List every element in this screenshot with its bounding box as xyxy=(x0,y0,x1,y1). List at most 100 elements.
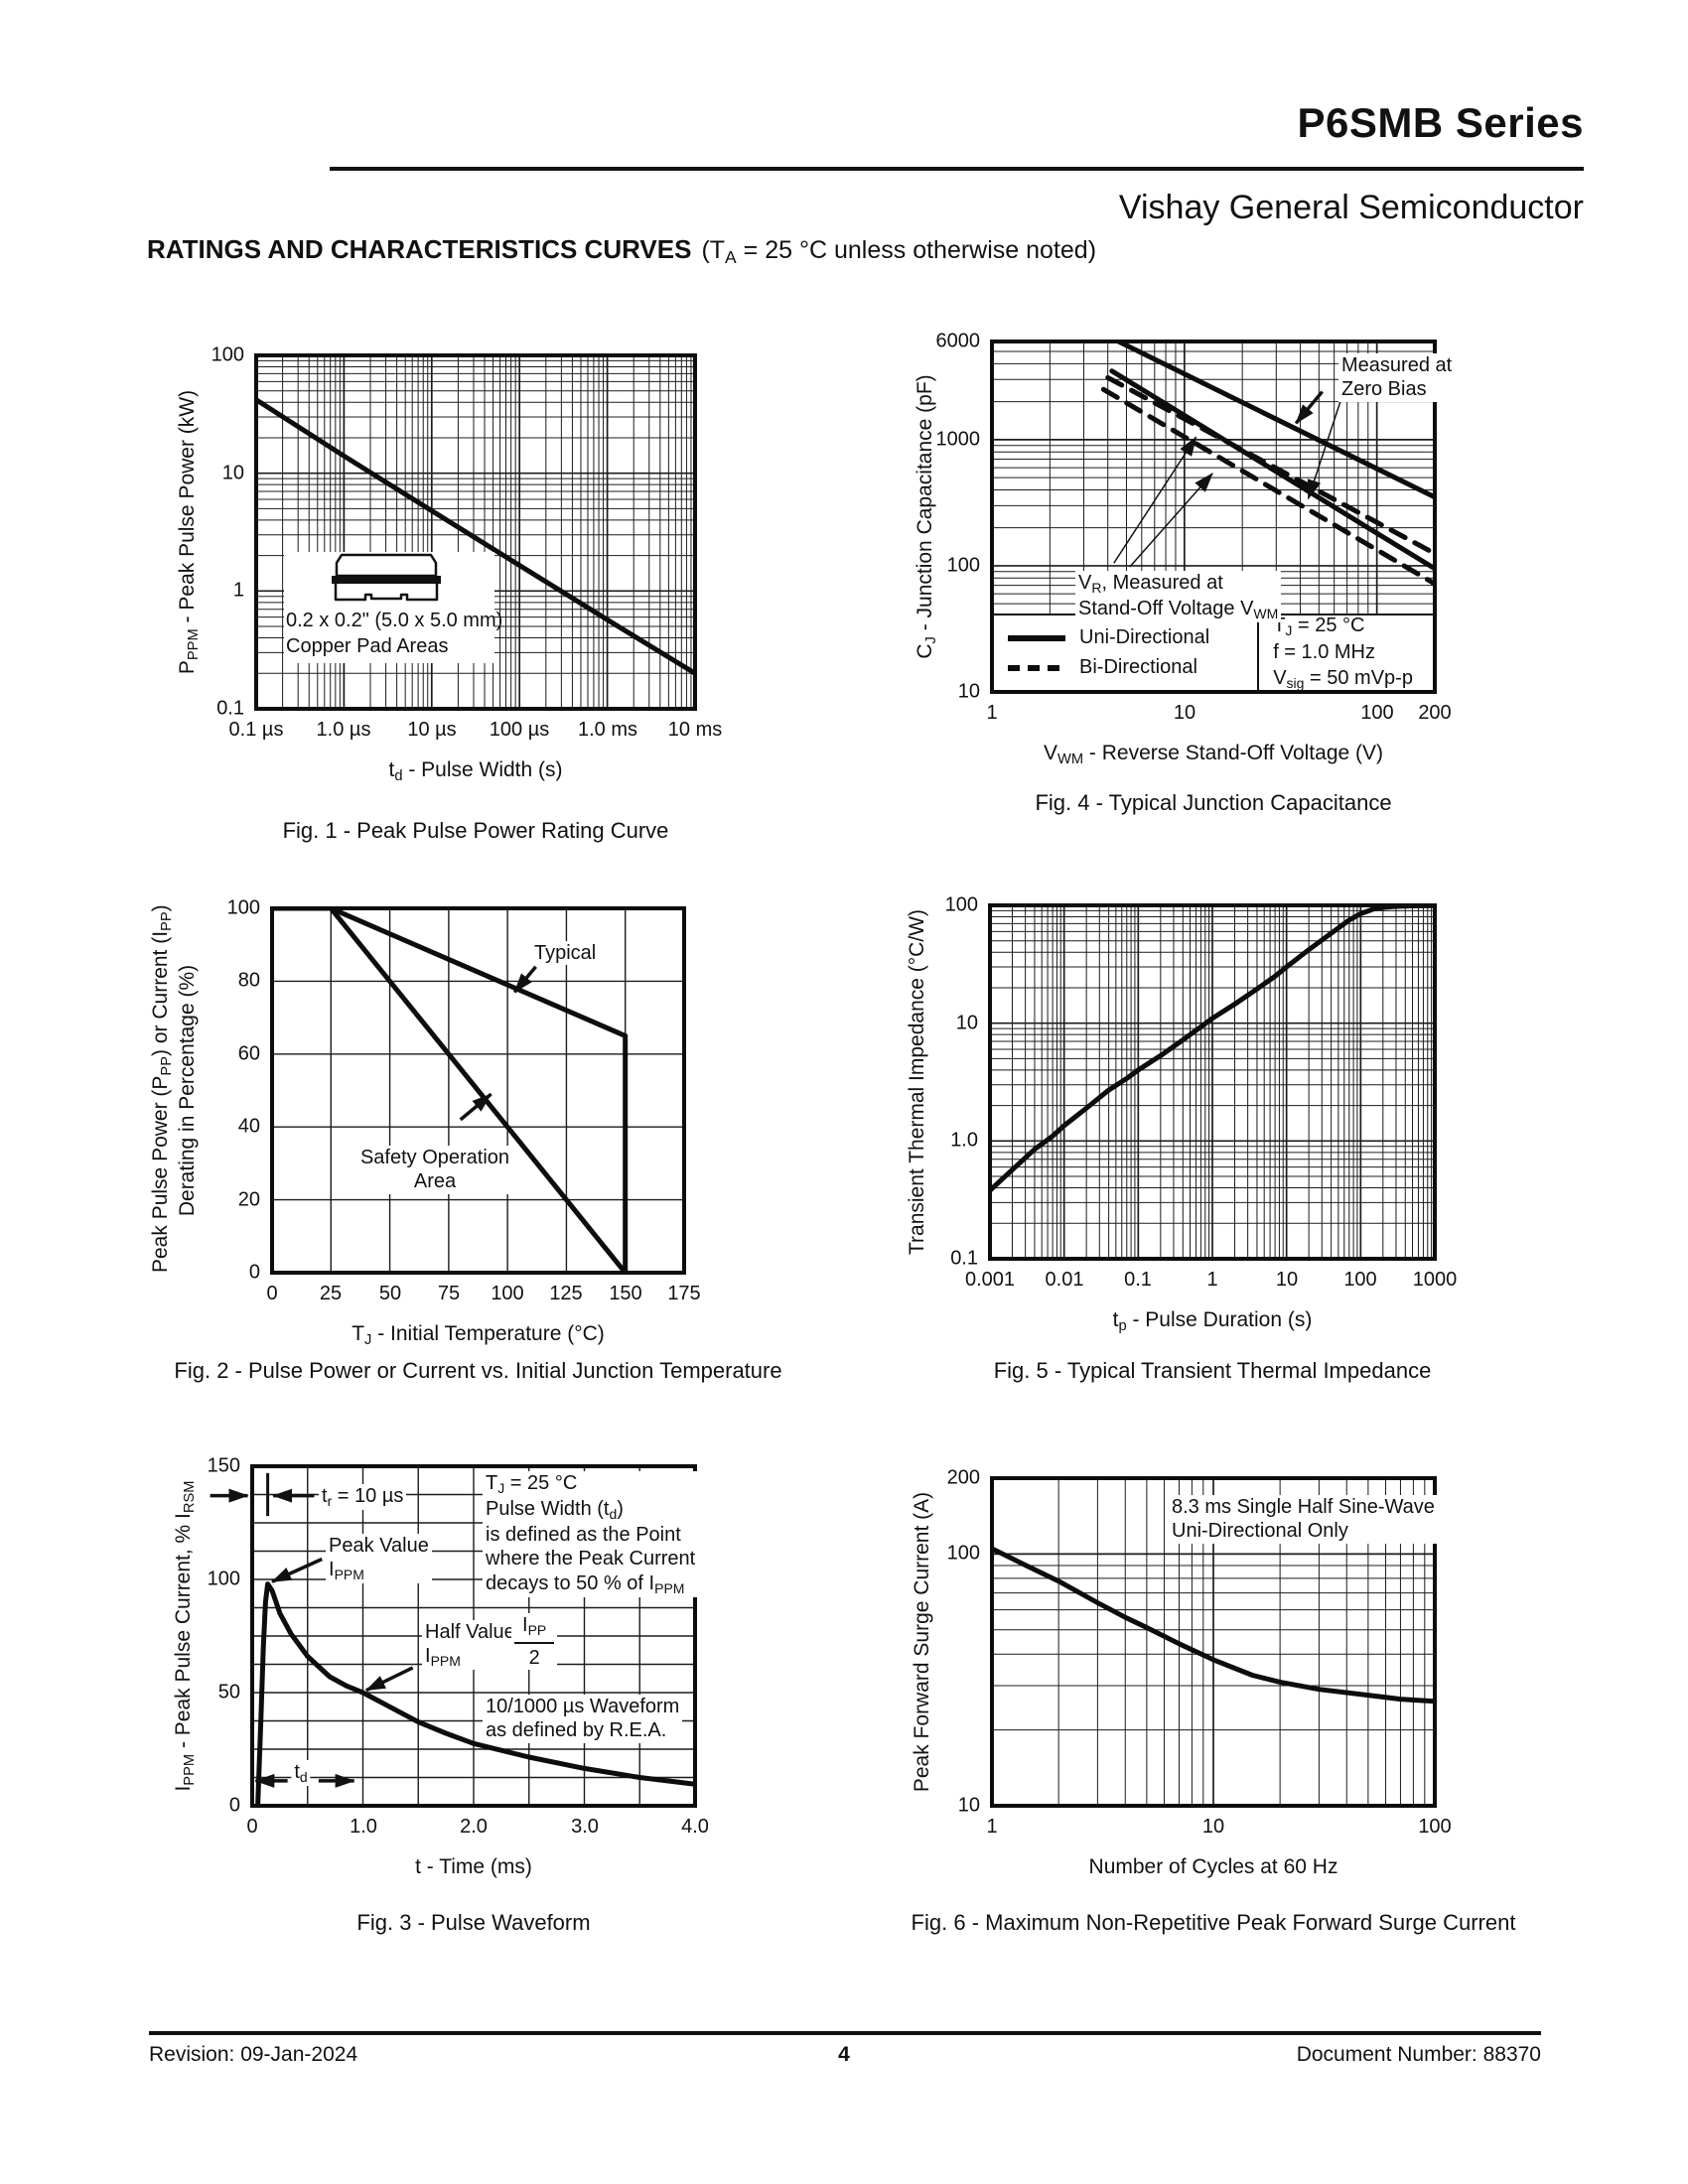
y-tick-label: 6000 xyxy=(935,330,981,352)
y-tick-label: 0 xyxy=(228,1794,240,1817)
legend-conditions: TJ = 25 °C f = 1.0 MHz Vsig = 50 mVp-p xyxy=(1257,614,1433,691)
y-tick-label: 150 xyxy=(207,1454,240,1477)
y-tick-label: 0.1 xyxy=(216,697,244,720)
figure-caption: Fig. 6 - Maximum Non-Repetitive Peak For… xyxy=(911,1910,1516,1935)
chart-annotation: TJ = 25 °C Pulse Width (td) is defined as … xyxy=(483,1471,699,1597)
y-tick-label: 80 xyxy=(237,969,260,992)
figure-5-thermal-impedance-chart: 0.001 0.01 0.1 1 10 100 1000 100 10 1.0 0.1 tp - Pu… xyxy=(906,894,1457,1384)
x-tick-label: 4.0 xyxy=(681,1816,709,1838)
legend-label: Uni-Directional xyxy=(1079,626,1210,648)
series-uni-directional-zero-bias xyxy=(1112,341,1435,500)
smb-package-icon xyxy=(332,553,441,602)
x-tick-label: 10 ms xyxy=(667,719,723,741)
x-tick-label: 0.1 xyxy=(1124,1269,1152,1291)
x-tick-label: 1 xyxy=(1206,1269,1218,1291)
section-heading-condition: (TA = 25 °C unless otherwise noted) xyxy=(701,236,1097,267)
series-typical-derating xyxy=(272,908,629,1273)
x-tick-label: 10 xyxy=(1275,1269,1299,1291)
x-tick-label: 0 xyxy=(246,1816,258,1838)
y-tick-label: 100 xyxy=(946,554,980,577)
legend-condition: TJ = 25 °C xyxy=(1273,614,1365,638)
y-tick-label: 10 xyxy=(221,462,244,484)
footer-revision: Revision: 09-Jan-2024 xyxy=(149,2043,358,2066)
legend-condition: f = 1.0 MHz xyxy=(1273,641,1375,663)
legend-entry: Bi-Directional xyxy=(1006,656,1257,679)
footer-rule xyxy=(149,2031,1541,2035)
x-tick-label: 3.0 xyxy=(571,1816,599,1838)
x-axis-label: td - Pulse Width (s) xyxy=(388,758,563,785)
x-tick-label: 100 µs xyxy=(489,719,550,741)
x-axis-label: TJ - Initial Temperature (°C) xyxy=(352,1322,605,1349)
x-tick-label: 1.0 µs xyxy=(316,719,371,741)
chart-annotation: td xyxy=(291,1760,311,1786)
x-tick-label: 75 xyxy=(437,1283,461,1304)
x-tick-label: 2.0 xyxy=(460,1816,488,1838)
y-tick-label: 60 xyxy=(237,1042,260,1065)
legend-entries: Uni-Directional Bi-Directional xyxy=(994,615,1257,690)
x-tick-label: 1.0 xyxy=(350,1816,377,1838)
figure-6-surge-current-chart: 8.3 ms Single Half Sine-Wave Uni-Directio… xyxy=(911,1467,1515,1936)
figure-caption: Fig. 4 - Typical Junction Capacitance xyxy=(1035,790,1392,815)
y-tick-label: 200 xyxy=(946,1466,980,1489)
y-tick-label: 10 xyxy=(957,1794,980,1817)
figure-4-junction-capacitance-chart: Uni-Directional Bi-Directional TJ = 25 °C f… xyxy=(914,331,1456,815)
y-tick-label: 50 xyxy=(217,1681,240,1704)
y-tick-label: 20 xyxy=(237,1188,260,1211)
y-tick-label: 1 xyxy=(232,579,244,602)
page-title: P6SMB Series xyxy=(1297,99,1584,146)
y-tick-label: 0.1 xyxy=(950,1247,978,1270)
x-tick-label: 100 xyxy=(1343,1269,1377,1291)
x-tick-label: 1000 xyxy=(1412,1269,1458,1291)
y-tick-label: 10 xyxy=(957,680,980,703)
x-tick-label: 200 xyxy=(1418,702,1452,724)
chart-annotation: tr = 10 µs xyxy=(319,1484,407,1510)
legend-condition: Vsig = 50 mVp-p xyxy=(1273,667,1413,691)
y-tick-label: 100 xyxy=(211,343,244,366)
footer-page-number: 4 xyxy=(838,2043,850,2066)
x-tick-label: 10 xyxy=(1173,702,1196,724)
y-tick-label: 1.0 xyxy=(950,1129,978,1152)
legend-label: Bi-Directional xyxy=(1079,656,1197,678)
x-axis-label: tp - Pulse Duration (s) xyxy=(1112,1308,1313,1335)
y-axis-label: Peak Pulse Power (PPP) or Current (IPP) D… xyxy=(149,904,200,1273)
figure-2-derating-chart: Typical Safety Operation Area 0 25 50 75 100 125… xyxy=(149,897,782,1384)
series-uni-directional-at-vwm xyxy=(1109,368,1435,572)
chart-annotation: Safety Operation Area xyxy=(356,1146,513,1194)
y-axis-label: PPPM - Peak Pulse Power (kW) xyxy=(176,389,203,675)
x-tick-label: 50 xyxy=(378,1283,402,1304)
x-axis-label: t - Time (ms) xyxy=(415,1855,532,1878)
figure-caption: Fig. 3 - Pulse Waveform xyxy=(356,1910,591,1935)
x-tick-label: 0 xyxy=(266,1283,278,1304)
figure-caption: Fig. 5 - Typical Transient Thermal Imped… xyxy=(993,1358,1432,1383)
y-tick-label: 1000 xyxy=(935,428,981,451)
inset-copper-pad-text: Copper Pad Areas xyxy=(286,635,449,657)
figure-3-pulse-waveform-chart: tr = 10 µs Peak Value IPPM TJ = 25 °C Pulse … xyxy=(172,1455,709,1936)
section-heading-text: RATINGS AND CHARACTERISTICS CURVES xyxy=(147,234,692,264)
y-tick-label: 100 xyxy=(944,893,978,916)
chart-annotation: Peak Value IPPM xyxy=(326,1534,432,1584)
chart-annotation: 8.3 ms Single Half Sine-Wave Uni-Directio… xyxy=(1169,1495,1438,1544)
x-tick-label: 0.01 xyxy=(1045,1269,1084,1291)
page-subtitle: Vishay General Semiconductor xyxy=(1118,189,1584,226)
series-safety-operation-area xyxy=(272,908,629,1273)
chart-legend: Uni-Directional Bi-Directional TJ = 25 °C f… xyxy=(994,614,1433,691)
figure-caption: Fig. 1 - Peak Pulse Power Rating Curve xyxy=(282,818,669,843)
solid-line-sample xyxy=(1008,634,1065,641)
x-tick-label: 25 xyxy=(319,1283,343,1304)
series-transient-thermal-impedance xyxy=(990,905,1435,1193)
series-bi-directional-zero-bias xyxy=(1105,374,1435,557)
chart-annotation: IPP 2 xyxy=(511,1613,558,1671)
y-tick-label: 100 xyxy=(946,1542,980,1565)
x-tick-label: 100 xyxy=(1360,702,1394,724)
chart-annotation: 10/1000 µs Waveform as defined by R.E.A. xyxy=(483,1695,683,1743)
y-axis-label: Peak Forward Surge Current (A) xyxy=(911,1491,933,1793)
y-tick-label: 100 xyxy=(207,1568,240,1590)
y-axis-label: Transient Thermal Impedance (°C/W) xyxy=(906,909,928,1256)
x-tick-label: 10 µs xyxy=(407,719,457,741)
x-tick-label: 1 xyxy=(986,1816,998,1838)
x-tick-label: 0.1 µs xyxy=(228,719,284,741)
package-inset: 0.2 x 0.2" (5.0 x 5.0 mm) Copper Pad Area… xyxy=(284,552,502,663)
y-tick-label: 40 xyxy=(237,1115,260,1138)
x-tick-label: 150 xyxy=(609,1283,642,1304)
y-axis-label: IPPM - Peak Pulse Current, % IRSM xyxy=(172,1480,199,1792)
